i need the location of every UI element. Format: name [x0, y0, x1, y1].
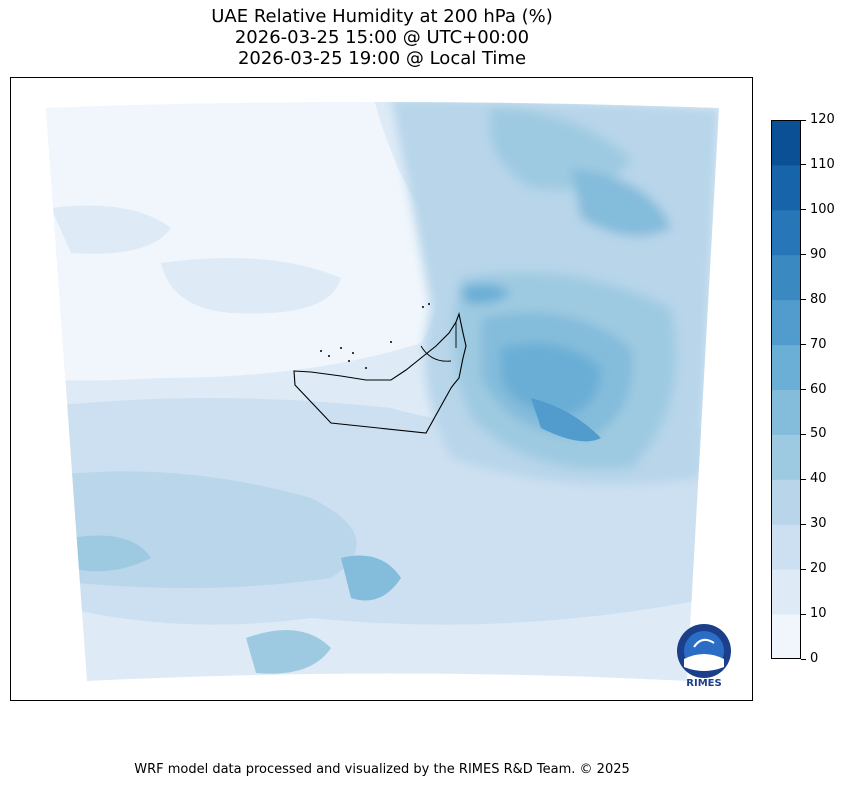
field-south-patch-3 [246, 630, 331, 674]
colorbar-tick: 120 [801, 113, 835, 127]
rimes-logo-text: RIMES [686, 678, 722, 689]
colorbar-tick: 20 [801, 562, 827, 576]
footer-credit: WRF model data processed and visualized … [134, 762, 630, 777]
field-south-patch [71, 535, 151, 572]
rimes-emblem-icon [677, 624, 731, 678]
field-patch-2 [161, 258, 341, 314]
colorbar-band [771, 569, 801, 615]
colorbar-band [771, 344, 801, 390]
colorbar-tick-label: 30 [810, 516, 827, 532]
field-south-patch-2 [341, 555, 401, 601]
emirate-boundaries [420, 322, 457, 362]
colorbar-band [771, 479, 801, 525]
colorbar-tick-label: 120 [810, 112, 835, 127]
colorbar-tick: 10 [801, 607, 827, 621]
field-east-moist [391, 102, 719, 485]
uae-boundary [293, 312, 467, 434]
colorbar-band [771, 389, 801, 435]
colorbar-ticks: 0 10 20 30 40 50 60 70 80 90 100 110 120 [801, 113, 844, 666]
colorbar-tick: 70 [801, 336, 827, 352]
field-patch-1 [51, 205, 171, 254]
title-line-1: UAE Relative Humidity at 200 hPa (%) [211, 6, 553, 27]
colorbar-tick-label: 80 [810, 291, 827, 307]
colorbar-tick-label: 20 [810, 561, 827, 577]
colorbar-tick-label: 100 [810, 201, 835, 217]
rimes-logo: RIMES [674, 621, 734, 691]
colorbar-tick-label: 110 [810, 156, 835, 172]
field-dry-zone [46, 102, 439, 381]
colorbar-tick: 80 [801, 291, 827, 307]
colorbar-tick: 30 [801, 517, 827, 531]
colorbar-tick: 0 [801, 652, 818, 666]
colorbar-band [771, 164, 801, 211]
colorbar-tick-label: 70 [810, 336, 827, 352]
title-line-2: 2026-03-25 15:00 @ UTC+00:00 [234, 27, 530, 48]
colorbar-tick: 40 [801, 472, 827, 486]
field-peak [531, 398, 601, 442]
colorbar-tick: 60 [801, 381, 827, 397]
colorbar-band [771, 299, 801, 346]
colorbar-tick-label: 50 [810, 426, 827, 442]
colorbar-tick: 110 [801, 156, 835, 172]
colorbar-band [771, 209, 801, 256]
colorbar-tick: 50 [801, 427, 827, 441]
colorbar-band [771, 614, 801, 659]
humidity-map [46, 102, 719, 681]
colorbar-band [771, 434, 801, 480]
colorbar-band [771, 524, 801, 570]
colorbar-tick-label: 90 [810, 246, 827, 262]
colorbar-tick: 100 [801, 201, 835, 217]
colorbar-tick-label: 60 [810, 381, 827, 397]
title-line-3: 2026-03-25 19:00 @ Local Time [237, 48, 527, 69]
colorbar-tick: 90 [801, 246, 827, 262]
chart-title: UAE Relative Humidity at 200 hPa (%) 202… [0, 6, 764, 69]
map-panel: RIMES [10, 77, 753, 701]
humidity-field [46, 102, 719, 681]
colorbar-band [771, 254, 801, 301]
colorbar [771, 120, 801, 659]
colorbar-tick-label: 10 [810, 606, 827, 622]
colorbar-tick-label: 0 [810, 651, 819, 666]
colorbar-tick-label: 40 [810, 471, 827, 487]
coastal-islands [320, 303, 430, 369]
colorbar-border [771, 120, 801, 659]
colorbar-band [771, 120, 801, 166]
